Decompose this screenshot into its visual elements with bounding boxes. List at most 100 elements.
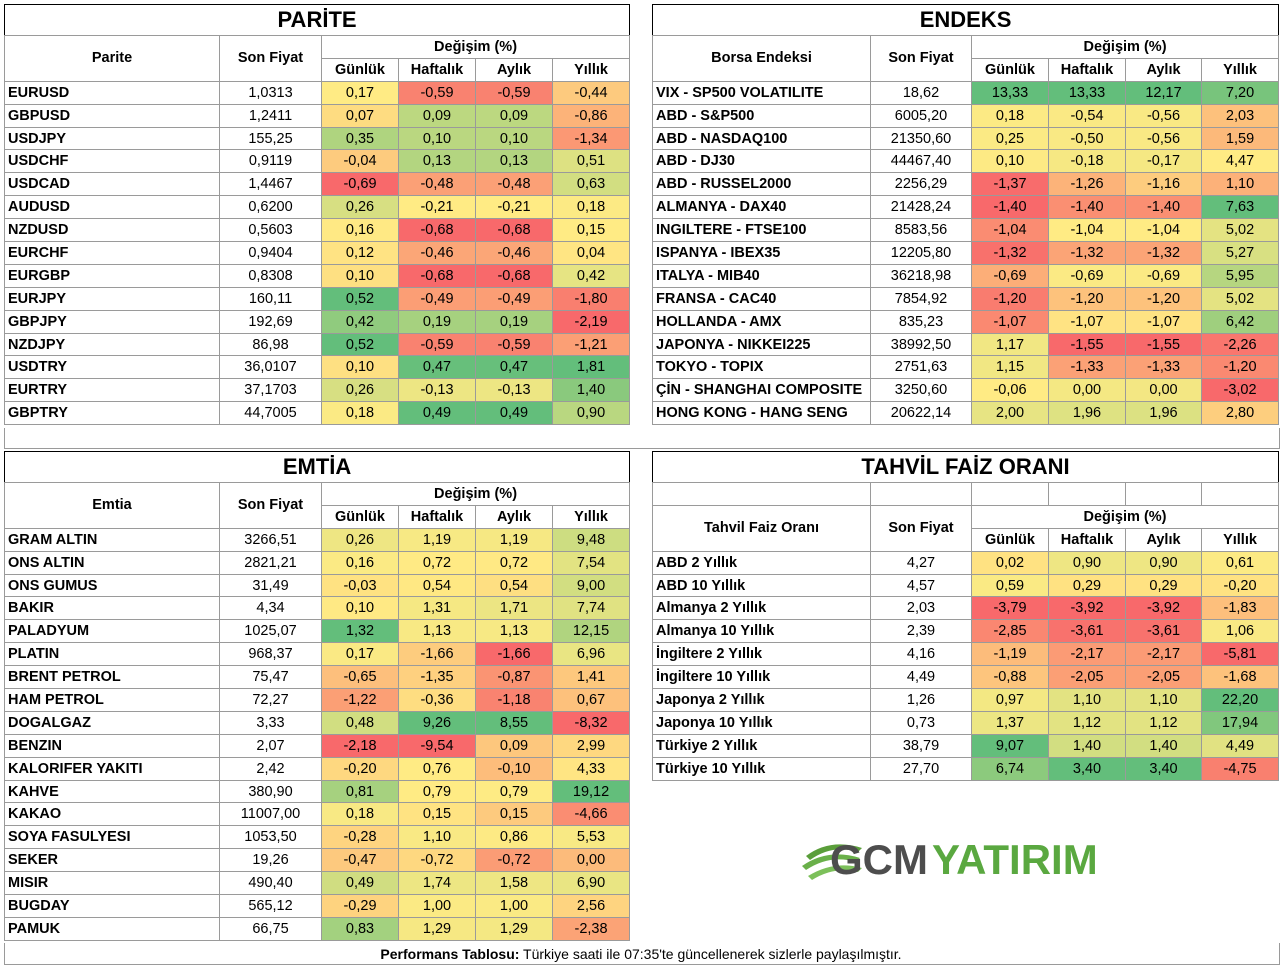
table-row: GRAM ALTIN 3266,51 0,26 1,19 1,19 9,48 <box>4 527 631 552</box>
change-weekly: 0,47 <box>398 355 476 380</box>
change-monthly: -3,61 <box>1125 619 1202 644</box>
row-name: SEKER <box>4 848 220 873</box>
row-name: KALORIFER YAKITI <box>4 756 220 781</box>
row-price: 31,49 <box>219 573 322 598</box>
change-yearly: -1,21 <box>551 332 631 357</box>
table-row: USDTRY 36,0107 0,10 0,47 0,47 1,81 <box>4 355 631 380</box>
change-monthly: -0,21 <box>475 195 553 220</box>
change-weekly: -0,50 <box>1048 126 1126 151</box>
change-weekly: 0,76 <box>398 756 476 781</box>
table-row: VIX - SP500 VOLATILITE 18,62 13,33 13,33 12,… <box>652 80 1280 105</box>
row-price: 20622,14 <box>870 401 972 426</box>
row-name: ONS ALTIN <box>4 550 220 575</box>
tahvil-table: TAHVİL FAİZ ORANI Tahvil Faiz Oranı Son … <box>651 451 1280 781</box>
change-monthly: -1,40 <box>1125 195 1202 220</box>
tahvil-col-name: Tahvil Faiz Oranı <box>652 504 871 552</box>
change-monthly: -3,92 <box>1125 596 1202 621</box>
change-daily: -1,40 <box>971 195 1049 220</box>
change-daily: 0,12 <box>321 241 399 265</box>
row-price: 66,75 <box>219 916 322 941</box>
table-row: HAM PETROL 72,27 -1,22 -0,36 -1,18 0,67 <box>4 688 631 712</box>
change-daily: 0,18 <box>971 103 1049 128</box>
row-price: 7854,92 <box>870 286 972 311</box>
change-monthly: -0,68 <box>475 263 553 288</box>
table-row: ABD - S&P500 6005,20 0,18 -0,54 -0,56 2,03 <box>652 103 1280 128</box>
change-yearly: -4,75 <box>1200 756 1280 781</box>
parite-rows: EURUSD 1,0313 0,17 -0,59 -0,59 -0,44 GBPUSD 1,2… <box>4 80 631 426</box>
row-price: 4,34 <box>219 596 322 621</box>
table-row: KAHVE 380,90 0,81 0,79 0,79 19,12 <box>4 779 631 804</box>
change-daily: 0,25 <box>971 126 1049 151</box>
row-price: 490,40 <box>219 871 322 896</box>
row-price: 72,27 <box>219 688 322 712</box>
change-yearly: 7,74 <box>551 596 631 621</box>
change-weekly: -1,66 <box>398 642 476 667</box>
change-daily: 0,18 <box>321 401 399 426</box>
row-name: ABD - DJ30 <box>652 149 871 174</box>
change-monthly: 1,13 <box>475 619 553 644</box>
table-row: HONG KONG - HANG SENG 20622,14 2,00 1,96 1,9… <box>652 401 1280 426</box>
change-monthly: 1,10 <box>1125 688 1202 712</box>
table-row: DOGALGAZ 3,33 0,48 9,26 8,55 -8,32 <box>4 710 631 735</box>
change-weekly: -0,49 <box>398 286 476 311</box>
table-row: GBPTRY 44,7005 0,18 0,49 0,49 0,90 <box>4 401 631 426</box>
change-weekly: 0,29 <box>1048 573 1126 598</box>
change-daily: 1,32 <box>321 619 399 644</box>
change-monthly: 0,15 <box>475 802 553 827</box>
table-row: KAKAO 11007,00 0,18 0,15 0,15 -4,66 <box>4 802 631 827</box>
change-weekly: -0,72 <box>398 848 476 873</box>
change-weekly: 1,00 <box>398 894 476 918</box>
row-price: 0,8308 <box>219 263 322 288</box>
change-monthly: 8,55 <box>475 710 553 735</box>
tahvil-period-weekly: Haftalık <box>1048 527 1126 552</box>
row-price: 2,03 <box>870 596 972 621</box>
change-yearly: 0,51 <box>551 149 631 174</box>
row-price: 0,9119 <box>219 149 322 174</box>
change-daily: 0,52 <box>321 286 399 311</box>
gcm-yatirim-logo: GCM YATIRIM <box>800 826 1120 892</box>
row-name: HAM PETROL <box>4 688 220 712</box>
change-weekly: -1,35 <box>398 665 476 690</box>
row-price: 155,25 <box>219 126 322 151</box>
row-name: Türkiye 2 Yıllık <box>652 733 871 758</box>
row-name: İngiltere 10 Yıllık <box>652 665 871 690</box>
change-monthly: 1,29 <box>475 916 553 941</box>
change-weekly: -1,40 <box>1048 195 1126 220</box>
row-price: 19,26 <box>219 848 322 873</box>
change-weekly: 0,15 <box>398 802 476 827</box>
table-row: Almanya 2 Yıllık 2,03 -3,79 -3,92 -3,92 -1,83 <box>652 596 1280 621</box>
table-row: ABD - NASDAQ100 21350,60 0,25 -0,50 -0,56 1,5… <box>652 126 1280 151</box>
change-yearly: 6,42 <box>1200 309 1280 334</box>
table-row: NZDJPY 86,98 0,52 -0,59 -0,59 -1,21 <box>4 332 631 357</box>
change-weekly: -0,21 <box>398 195 476 220</box>
change-weekly: 0,49 <box>398 401 476 426</box>
change-yearly: 0,90 <box>551 401 631 426</box>
change-daily: 0,18 <box>321 802 399 827</box>
change-daily: -0,06 <box>971 378 1049 403</box>
tahvil-rows: ABD 2 Yıllık 4,27 0,02 0,90 0,90 0,61 ABD 10 Y… <box>652 550 1280 781</box>
change-monthly: 0,72 <box>475 550 553 575</box>
endeks-period-yearly: Yıllık <box>1200 57 1280 82</box>
endeks-col-change: Değişim (%) <box>970 35 1280 59</box>
table-row: USDCAD 1,4467 -0,69 -0,48 -0,48 0,63 <box>4 172 631 197</box>
row-name: PALADYUM <box>4 619 220 644</box>
change-weekly: 0,10 <box>398 126 476 151</box>
change-daily: 13,33 <box>971 80 1049 105</box>
table-row: BENZIN 2,07 -2,18 -9,54 0,09 2,99 <box>4 733 631 758</box>
change-daily: -0,47 <box>321 848 399 873</box>
table-row: BUGDAY 565,12 -0,29 1,00 1,00 2,56 <box>4 894 631 918</box>
section-divider <box>4 428 1280 449</box>
table-row: Almanya 10 Yıllık 2,39 -2,85 -3,61 -3,61 1,06 <box>652 619 1280 644</box>
change-yearly: -5,81 <box>1200 642 1280 667</box>
change-weekly: 1,29 <box>398 916 476 941</box>
row-price: 37,1703 <box>219 378 322 403</box>
change-daily: 0,26 <box>321 378 399 403</box>
row-price: 0,73 <box>870 710 972 735</box>
table-row: EURCHF 0,9404 0,12 -0,46 -0,46 0,04 <box>4 241 631 265</box>
row-name: EURUSD <box>4 80 220 105</box>
row-name: TOKYO - TOPIX <box>652 355 871 380</box>
change-weekly: -1,33 <box>1048 355 1126 380</box>
change-weekly: -0,36 <box>398 688 476 712</box>
change-monthly: 1,58 <box>475 871 553 896</box>
row-name: Türkiye 10 Yıllık <box>652 756 871 781</box>
